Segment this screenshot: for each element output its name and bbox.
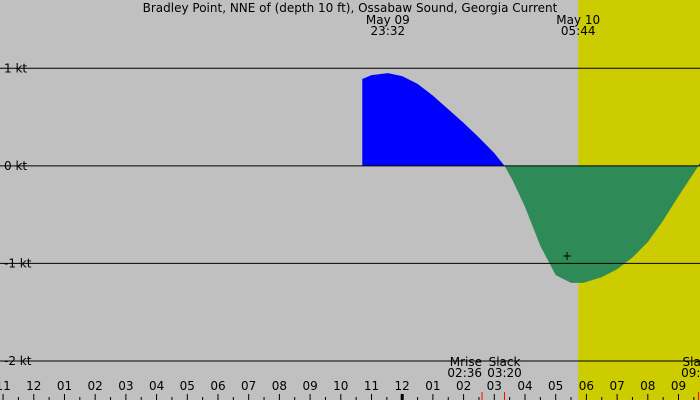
hour-tick-label: 01 — [57, 379, 72, 393]
y-tick-label: 0 kt — [4, 159, 27, 173]
event-label: Mrise — [450, 355, 482, 369]
hour-tick-label: 04 — [149, 379, 164, 393]
hour-tick-label: 02 — [456, 379, 471, 393]
event-time: 02:36 — [447, 366, 482, 380]
hour-tick-label: 12 — [26, 379, 41, 393]
hour-tick-label: 06 — [210, 379, 225, 393]
current-area-layer — [362, 73, 700, 283]
hour-tick-label: 05 — [548, 379, 563, 393]
y-grid-layer: 1 kt 0 kt -1 kt -2 kt — [0, 61, 700, 368]
hour-tick-label: 11 — [0, 379, 11, 393]
hour-tick-label: 11 — [364, 379, 379, 393]
top-time-label: 05:44 — [561, 24, 596, 38]
hour-tick-label: 12 — [395, 379, 410, 393]
event-time: 03:20 — [487, 366, 522, 380]
event-time: 09:39 — [681, 366, 700, 380]
ebb-area — [362, 165, 700, 283]
hour-tick-label: 09 — [302, 379, 317, 393]
hour-tick-label: 03 — [118, 379, 133, 393]
y-tick-label: -2 kt — [4, 354, 32, 368]
y-tick-label: -1 kt — [4, 256, 32, 270]
hour-tick-label: 06 — [579, 379, 594, 393]
hour-tick-label: 10 — [333, 379, 348, 393]
top-date-label: May 09 — [366, 13, 410, 27]
plus-marker: + — [562, 249, 572, 263]
hour-tick-label: 05 — [180, 379, 195, 393]
hour-tick-label: 08 — [272, 379, 287, 393]
top-time-label: 23:32 — [371, 24, 406, 38]
event-labels: Mrise02:36Slack03:20Slack09:39Mset13:48S… — [447, 355, 700, 400]
event-label: Slack — [489, 355, 521, 369]
hour-tick-label: 07 — [241, 379, 256, 393]
hour-tick-label: 09 — [671, 379, 686, 393]
hour-tick-label: 04 — [517, 379, 532, 393]
flood-area — [362, 73, 700, 166]
hour-tick-label: 07 — [609, 379, 624, 393]
hour-tick-label: 08 — [640, 379, 655, 393]
top-date-label: May 10 — [556, 13, 600, 27]
hour-axis: 11 12 01 02 03 04 05 06 07 08 09 10 11 12 01 02 03 04 05 06… — [0, 379, 695, 400]
hour-tick-label: 01 — [425, 379, 440, 393]
hour-tick-label: 02 — [88, 379, 103, 393]
chart-title: Bradley Point, NNE of (depth 10 ft), Oss… — [143, 1, 558, 15]
event-label: Slack — [683, 355, 700, 369]
hour-tick-label: 03 — [487, 379, 502, 393]
y-tick-label: 1 kt — [4, 61, 27, 75]
